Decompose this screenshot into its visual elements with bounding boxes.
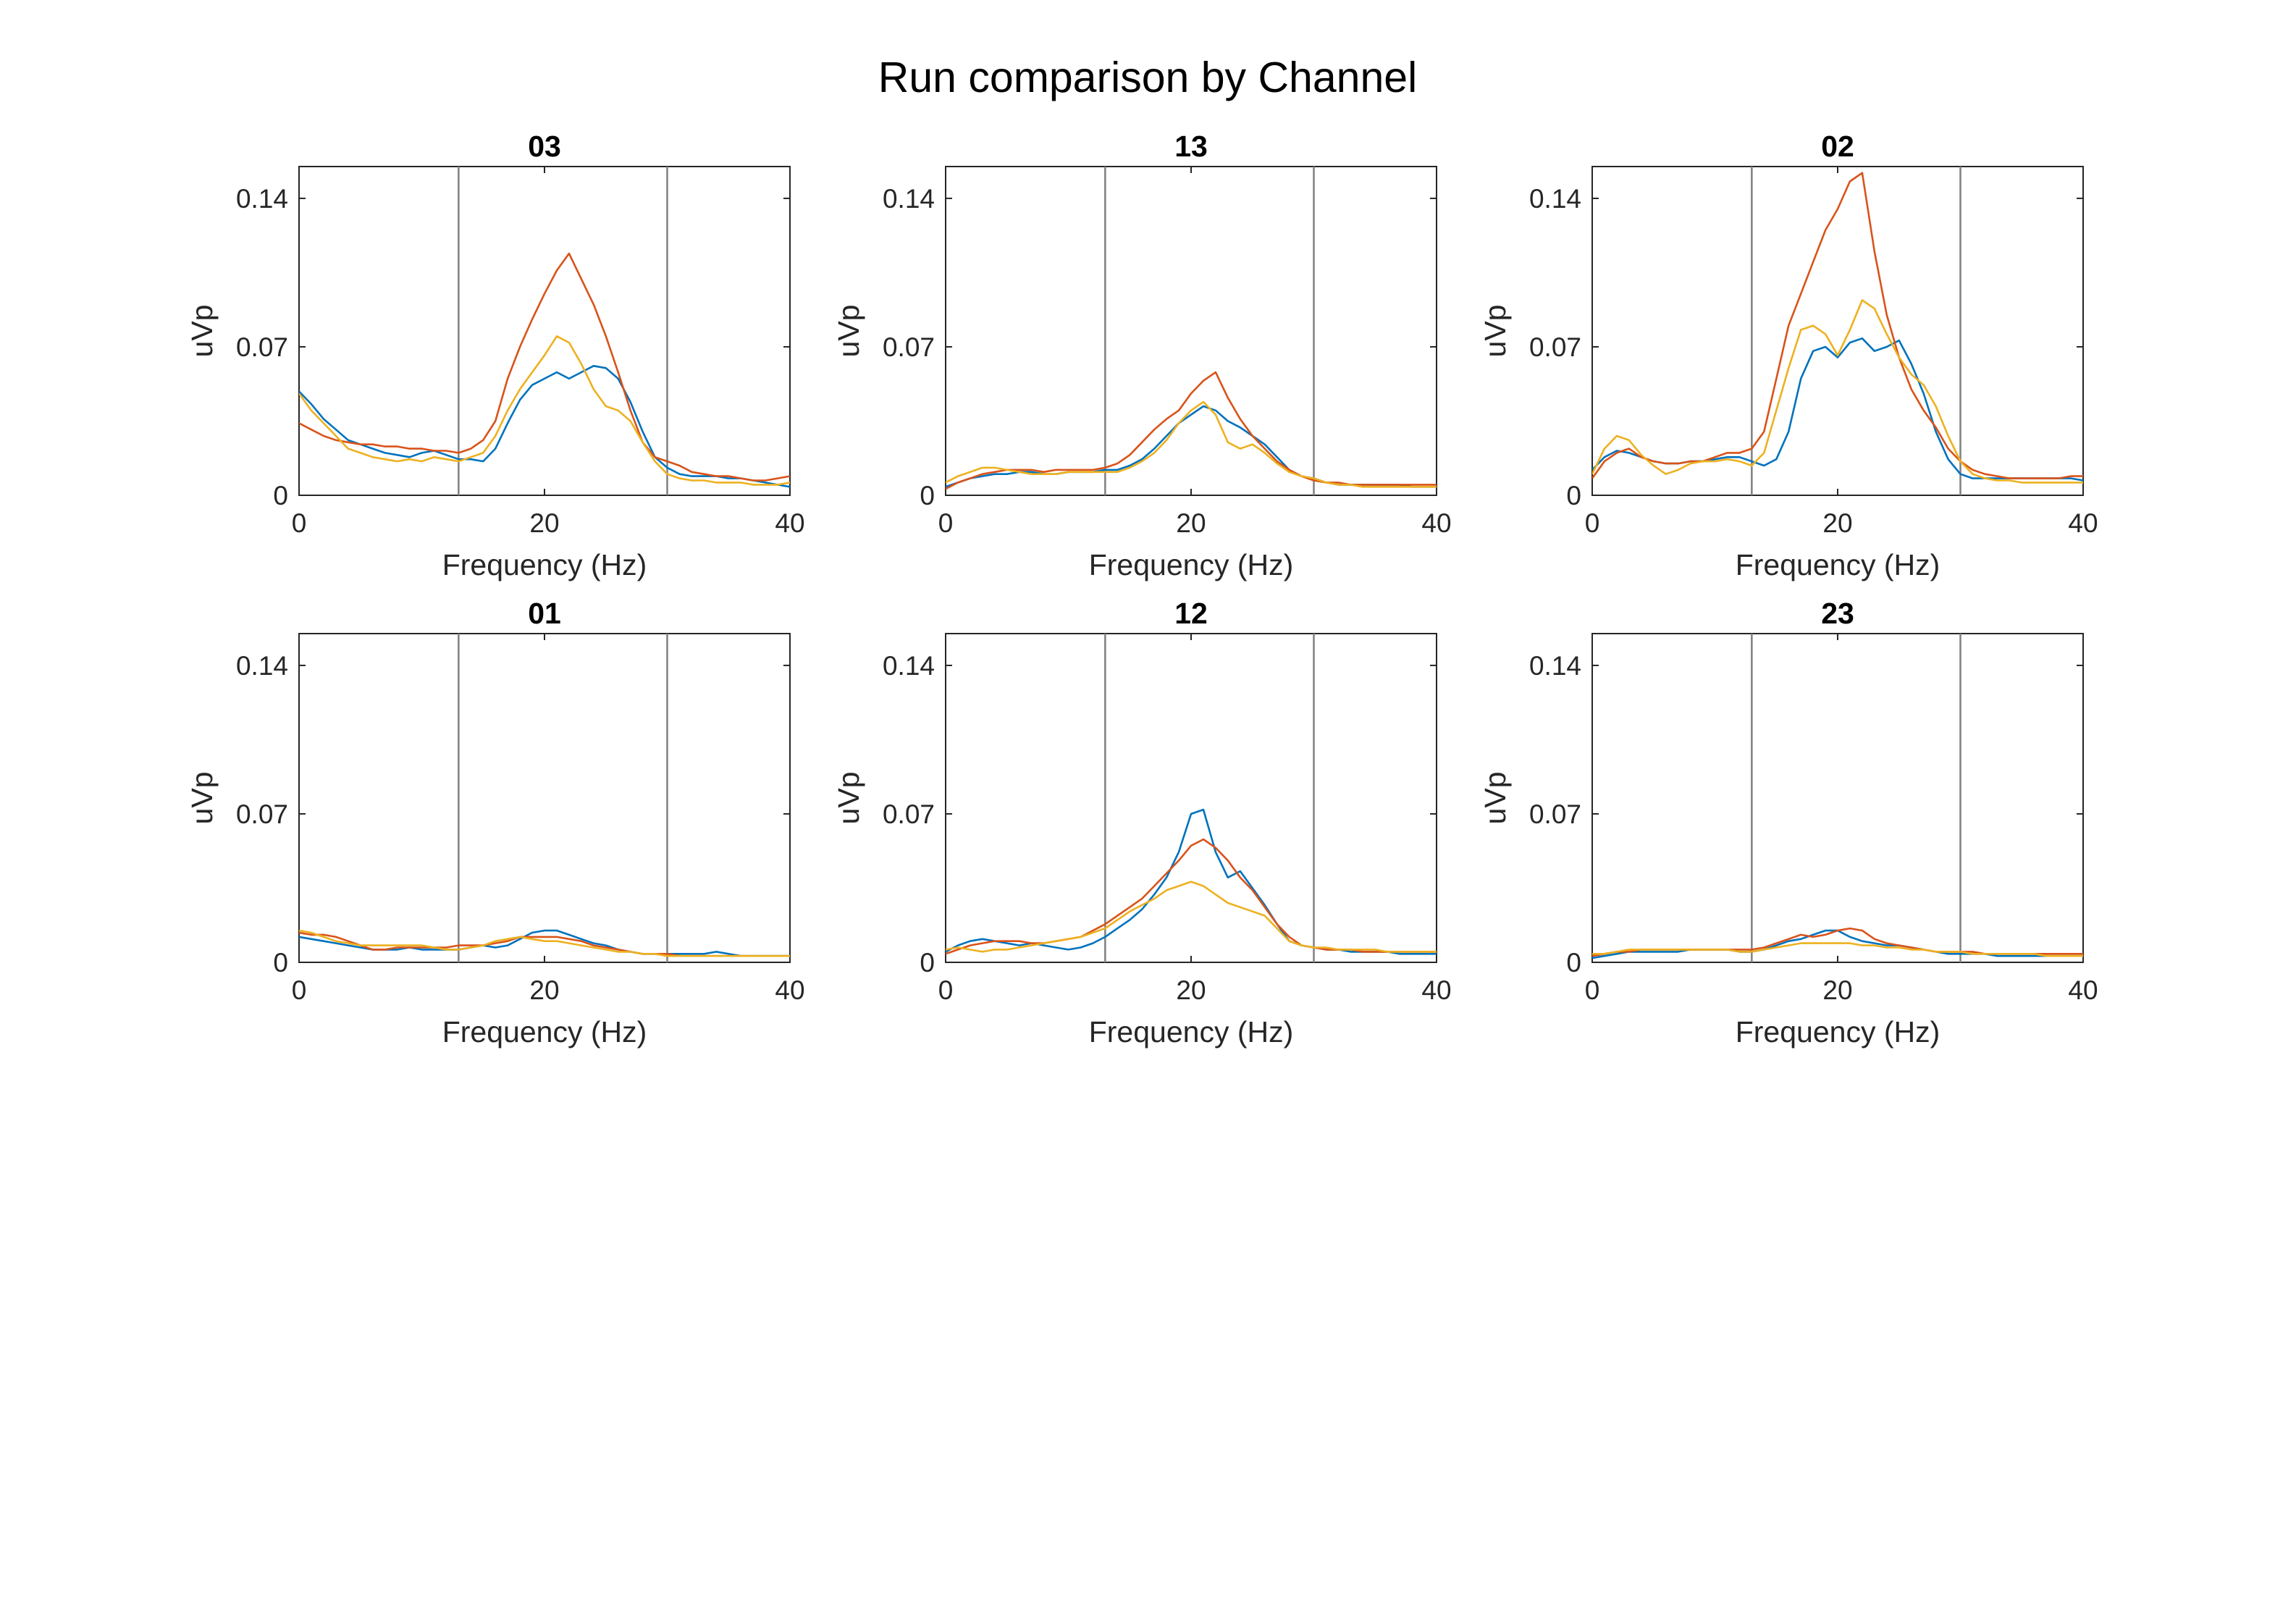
y-tick-label: 0.14 bbox=[883, 184, 935, 214]
x-axis-label: Frequency (Hz) bbox=[1736, 548, 1940, 581]
series-group bbox=[299, 929, 790, 957]
plot-area bbox=[945, 166, 1437, 496]
subplot-title: 01 bbox=[528, 597, 561, 630]
x-tick-label: 20 bbox=[529, 508, 559, 538]
y-axis-label: uVp bbox=[832, 305, 865, 358]
y-tick-label: 0.14 bbox=[1529, 651, 1581, 681]
y-tick-label: 0 bbox=[1566, 481, 1581, 510]
x-axis-label: Frequency (Hz) bbox=[442, 1015, 647, 1049]
plot-area bbox=[945, 633, 1437, 963]
y-tick-label: 0.14 bbox=[236, 651, 288, 681]
series-group bbox=[1592, 172, 2083, 484]
y-tick-label: 0 bbox=[1566, 948, 1581, 978]
plot-area bbox=[1591, 633, 2084, 963]
plot-area bbox=[298, 166, 791, 496]
x-tick-label: 20 bbox=[1176, 975, 1206, 1005]
x-tick-label: 0 bbox=[938, 975, 954, 1005]
y-tick-label: 0 bbox=[920, 481, 935, 510]
y-axis-label: uVp bbox=[185, 305, 219, 358]
series-line-1 bbox=[946, 808, 1437, 955]
x-tick-label: 20 bbox=[529, 975, 559, 1005]
plot-area bbox=[1591, 166, 2084, 496]
subplot-title: 03 bbox=[528, 130, 561, 163]
x-tick-label: 40 bbox=[2068, 508, 2098, 538]
y-axis-label: uVp bbox=[1479, 305, 1512, 358]
x-tick-label: 0 bbox=[938, 508, 954, 538]
series-group bbox=[946, 371, 1437, 490]
y-tick-label: 0.07 bbox=[883, 332, 935, 362]
x-tick-label: 20 bbox=[1822, 975, 1852, 1005]
subplot-23: 0 20 40 0 0.07 0.14 Frequency (Hz) uVp 23 bbox=[1479, 597, 2098, 1049]
subplot-title: 02 bbox=[1821, 130, 1854, 163]
x-tick-label: 40 bbox=[1421, 508, 1451, 538]
x-tick-label: 40 bbox=[2068, 975, 2098, 1005]
y-tick-label: 0.07 bbox=[236, 799, 288, 829]
series-line-3 bbox=[299, 929, 790, 957]
subplot-title: 13 bbox=[1174, 130, 1208, 163]
series-line-3 bbox=[946, 881, 1437, 953]
x-tick-label: 40 bbox=[775, 508, 804, 538]
x-tick-label: 0 bbox=[1585, 508, 1600, 538]
y-tick-label: 0.07 bbox=[1529, 799, 1581, 829]
y-tick-label: 0.14 bbox=[1529, 184, 1581, 214]
x-tick-label: 20 bbox=[1822, 508, 1852, 538]
x-tick-label: 0 bbox=[1585, 975, 1600, 1005]
x-tick-label: 40 bbox=[1421, 975, 1451, 1005]
y-axis-label: uVp bbox=[185, 772, 219, 825]
x-tick-label: 40 bbox=[775, 975, 804, 1005]
y-axis-label: uVp bbox=[1479, 772, 1512, 825]
series-line-1 bbox=[299, 364, 790, 488]
x-tick-label: 20 bbox=[1176, 508, 1206, 538]
x-axis-label: Frequency (Hz) bbox=[1089, 1015, 1294, 1049]
x-axis-label: Frequency (Hz) bbox=[1736, 1015, 1940, 1049]
y-tick-label: 0.07 bbox=[1529, 332, 1581, 362]
subplot-13: 0 20 40 0 0.07 0.14 Frequency (Hz) uVp 13 bbox=[832, 130, 1452, 581]
series-group bbox=[1592, 927, 2083, 959]
x-axis-label: Frequency (Hz) bbox=[442, 548, 647, 581]
y-tick-label: 0.14 bbox=[883, 651, 935, 681]
y-tick-label: 0.14 bbox=[236, 184, 288, 214]
y-tick-label: 0 bbox=[920, 948, 935, 978]
subplot-03: 0 20 40 0 0.07 0.14 Frequency (Hz) uVp 03 bbox=[185, 130, 805, 581]
series-group bbox=[299, 252, 790, 488]
y-tick-label: 0 bbox=[273, 948, 288, 978]
subplot-title: 23 bbox=[1821, 597, 1854, 630]
y-tick-label: 0.07 bbox=[883, 799, 935, 829]
series-line-3 bbox=[946, 400, 1437, 488]
x-axis-label: Frequency (Hz) bbox=[1089, 548, 1294, 581]
subplot-title: 12 bbox=[1174, 597, 1208, 630]
subplot-12: 0 20 40 0 0.07 0.14 Frequency (Hz) uVp 12 bbox=[832, 597, 1452, 1049]
subplot-01: 0 20 40 0 0.07 0.14 Frequency (Hz) uVp 01 bbox=[185, 597, 805, 1049]
series-line-2 bbox=[1592, 172, 2083, 479]
y-axis-label: uVp bbox=[832, 772, 865, 825]
subplot-02: 0 20 40 0 0.07 0.14 Frequency (Hz) uVp 02 bbox=[1479, 130, 2098, 581]
x-tick-label: 0 bbox=[292, 975, 307, 1005]
series-line-3 bbox=[1592, 942, 2083, 957]
figure-title: Run comparison by Channel bbox=[878, 54, 1417, 101]
plot-area bbox=[298, 633, 791, 963]
series-line-2 bbox=[299, 252, 790, 482]
series-group bbox=[946, 808, 1437, 955]
series-line-3 bbox=[299, 335, 790, 486]
series-line-3 bbox=[1592, 299, 2083, 484]
y-tick-label: 0 bbox=[273, 481, 288, 510]
x-tick-label: 0 bbox=[292, 508, 307, 538]
y-tick-label: 0.07 bbox=[236, 332, 288, 362]
